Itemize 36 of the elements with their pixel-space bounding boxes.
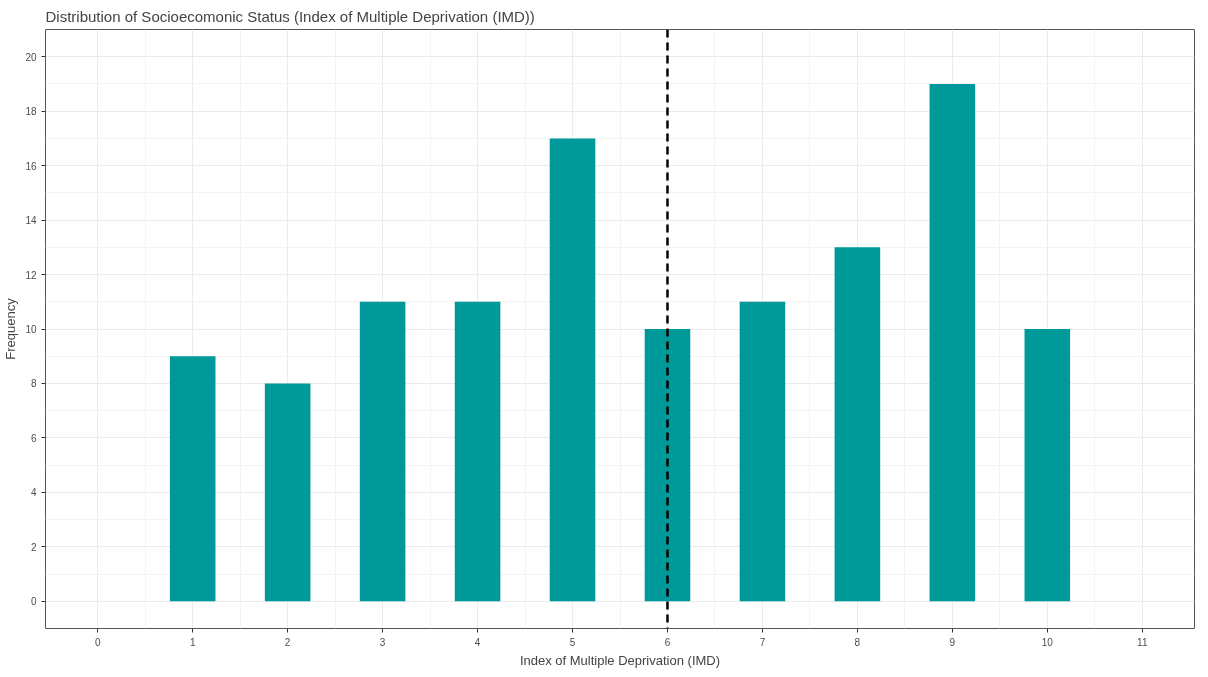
- y-tick-label: 4: [30, 487, 37, 499]
- x-tick-label: 5: [569, 636, 576, 648]
- x-tick-label: 8: [854, 636, 861, 648]
- y-tick-label: 12: [25, 269, 37, 281]
- y-tick-label: 10: [25, 324, 37, 335]
- x-tick-label: 4: [474, 636, 481, 648]
- x-tick-label: 6: [664, 636, 671, 648]
- x-axis-title: Index of Multiple Deprivation (IMD): [519, 652, 721, 668]
- y-tick-label: 0: [30, 596, 37, 608]
- bar: [739, 301, 786, 602]
- bar: [454, 301, 501, 602]
- bar: [929, 83, 976, 602]
- x-tick-label: 0: [94, 636, 101, 648]
- x-tick-label: 2: [284, 636, 291, 648]
- y-tick-label: 6: [30, 432, 37, 444]
- y-tick-label: 8: [30, 378, 37, 390]
- x-tick-label: 9: [949, 636, 956, 648]
- bar: [169, 356, 216, 602]
- bar: [644, 329, 691, 602]
- y-tick-label: 20: [25, 51, 37, 63]
- x-tick-label: 7: [759, 636, 766, 648]
- y-tick-label: 18: [25, 106, 37, 118]
- x-tick-label: 10: [1041, 636, 1054, 648]
- bar: [264, 383, 311, 602]
- bar: [359, 301, 406, 602]
- y-axis-title: Frequency: [3, 297, 19, 360]
- y-tick-label: 2: [30, 541, 37, 553]
- bar: [834, 247, 881, 602]
- x-tick-label: 3: [379, 636, 386, 648]
- bar: [1024, 329, 1071, 602]
- x-tick-label: 11: [1137, 636, 1148, 648]
- x-tick-label: 1: [189, 636, 196, 648]
- y-tick-label: 14: [25, 215, 37, 227]
- chart-title: Distribution of Socioecomonic Status (Index of Multiple Deprivation (IMD)): [45, 7, 535, 25]
- bar: [549, 138, 596, 602]
- y-tick-label: 16: [25, 160, 37, 172]
